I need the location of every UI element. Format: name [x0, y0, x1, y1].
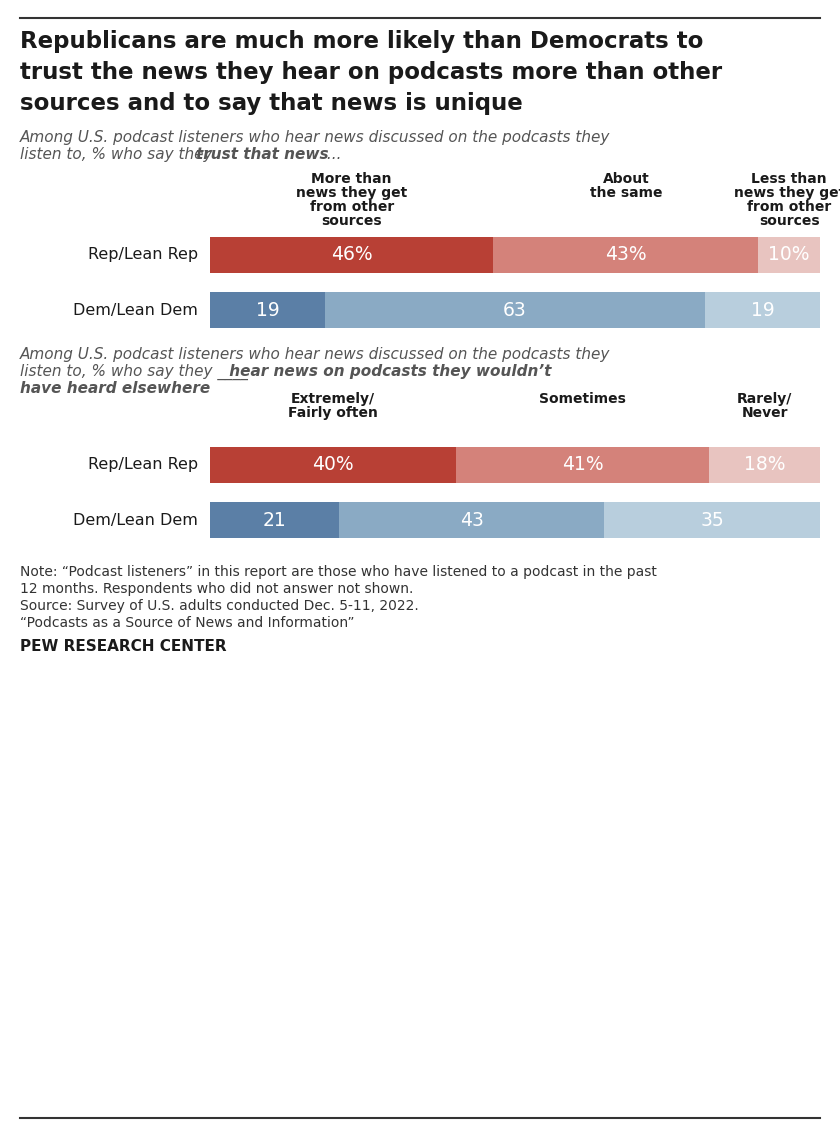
Bar — [210, 292, 325, 328]
Text: 40%: 40% — [312, 456, 354, 474]
Text: trust that news: trust that news — [196, 147, 328, 162]
Text: 43: 43 — [460, 511, 484, 529]
Text: Rarely/: Rarely/ — [737, 392, 792, 406]
Bar — [759, 237, 820, 272]
Text: 41%: 41% — [562, 456, 604, 474]
Bar — [210, 447, 456, 483]
Bar — [210, 237, 493, 272]
Text: Dem/Lean Dem: Dem/Lean Dem — [73, 513, 198, 528]
Text: listen to, % who say they ____: listen to, % who say they ____ — [20, 364, 248, 381]
Text: sources: sources — [759, 214, 820, 228]
Bar — [456, 447, 709, 483]
Text: More than: More than — [312, 172, 392, 186]
Text: hear news on podcasts they wouldn’t: hear news on podcasts they wouldn’t — [224, 364, 551, 378]
Text: 19: 19 — [255, 301, 279, 319]
Text: Sometimes: Sometimes — [539, 392, 626, 406]
Bar — [706, 292, 820, 328]
Text: 18%: 18% — [743, 456, 785, 474]
Text: Less than: Less than — [751, 172, 827, 186]
Text: 10%: 10% — [769, 245, 810, 264]
Bar — [493, 237, 759, 272]
Text: sources: sources — [322, 214, 382, 228]
Bar — [339, 502, 604, 538]
Bar — [325, 292, 706, 328]
Bar — [210, 502, 339, 538]
Text: 46%: 46% — [331, 245, 372, 264]
Text: Rep/Lean Rep: Rep/Lean Rep — [88, 247, 198, 262]
Text: Never: Never — [741, 406, 788, 420]
Text: 63: 63 — [503, 301, 527, 319]
Text: Rep/Lean Rep: Rep/Lean Rep — [88, 457, 198, 472]
Text: listen to, % who say they: listen to, % who say they — [20, 147, 218, 162]
Bar — [709, 447, 820, 483]
Text: ...: ... — [322, 147, 342, 162]
Text: Republicans are much more likely than Democrats to: Republicans are much more likely than De… — [20, 30, 703, 52]
Text: 12 months. Respondents who did not answer not shown.: 12 months. Respondents who did not answe… — [20, 583, 413, 596]
Text: 43%: 43% — [605, 245, 647, 264]
Text: news they get: news they get — [296, 186, 407, 199]
Text: Dem/Lean Dem: Dem/Lean Dem — [73, 302, 198, 318]
Text: 21: 21 — [263, 511, 286, 529]
Text: Note: “Podcast listeners” in this report are those who have listened to a podcas: Note: “Podcast listeners” in this report… — [20, 565, 657, 579]
Bar — [604, 502, 820, 538]
Text: Among U.S. podcast listeners who hear news discussed on the podcasts they: Among U.S. podcast listeners who hear ne… — [20, 347, 611, 363]
Text: “Podcasts as a Source of News and Information”: “Podcasts as a Source of News and Inform… — [20, 616, 354, 630]
Text: sources and to say that news is unique: sources and to say that news is unique — [20, 92, 522, 115]
Text: have heard elsewhere: have heard elsewhere — [20, 381, 210, 396]
Text: Among U.S. podcast listeners who hear news discussed on the podcasts they: Among U.S. podcast listeners who hear ne… — [20, 130, 611, 145]
Text: Extremely/: Extremely/ — [291, 392, 375, 406]
Text: 19: 19 — [751, 301, 774, 319]
Text: About: About — [602, 172, 649, 186]
Text: from other: from other — [747, 200, 832, 214]
Text: trust the news they hear on podcasts more than other: trust the news they hear on podcasts mor… — [20, 62, 722, 84]
Text: PEW RESEARCH CENTER: PEW RESEARCH CENTER — [20, 640, 227, 654]
Text: news they get: news they get — [733, 186, 840, 199]
Text: 35: 35 — [701, 511, 724, 529]
Text: Fairly often: Fairly often — [288, 406, 378, 420]
Text: the same: the same — [590, 186, 662, 199]
Text: from other: from other — [310, 200, 394, 214]
Text: Source: Survey of U.S. adults conducted Dec. 5-11, 2022.: Source: Survey of U.S. adults conducted … — [20, 598, 419, 613]
